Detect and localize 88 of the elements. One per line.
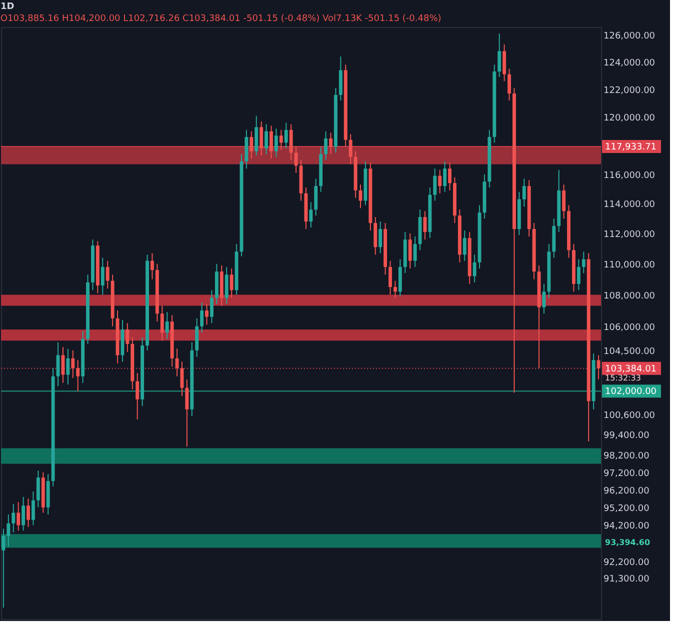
candlestick — [126, 322, 130, 352]
y-tick-label: 106,000.00 — [604, 322, 656, 333]
candlestick — [508, 68, 511, 101]
candlestick — [16, 502, 20, 532]
candlestick — [314, 178, 318, 216]
candlestick — [31, 491, 35, 526]
candlestick — [502, 44, 506, 82]
y-tick-label: 116,000.00 — [604, 170, 656, 181]
candlestick — [462, 230, 466, 262]
y-tick-label: 95,200.00 — [604, 504, 650, 514]
y-tick-label: 114,000.00 — [604, 200, 656, 210]
candlestick — [224, 266, 228, 305]
candlestick — [175, 348, 179, 377]
candlestick — [270, 125, 273, 159]
text: O103,885.16 H104,200.00 L102,716.26 C103,384.01 -501.15 (-0.48%) Vol7.13K -501.15 (-0.48%) — [0, 14, 442, 24]
y-tick-label: 96,200.00 — [604, 486, 650, 496]
y-tick-label: 122,000.00 — [604, 86, 656, 96]
ref-line-label: 117,933.71 — [605, 142, 657, 153]
candlestick — [106, 260, 110, 290]
y-tick-label: 110,000.00 — [604, 260, 656, 270]
candlestick — [210, 290, 214, 324]
candlestick — [413, 236, 417, 268]
candlestick — [6, 514, 10, 548]
candlestick — [576, 258, 580, 291]
candlestick — [2, 528, 6, 608]
candlestick — [12, 503, 16, 533]
y-tick-label: 108,000.00 — [604, 291, 656, 302]
candlestick — [22, 496, 26, 532]
y-tick-label: 97,200.00 — [604, 468, 650, 479]
candlestick — [230, 268, 234, 298]
candlestick — [423, 210, 427, 240]
candlestick — [136, 372, 140, 420]
candlestick — [582, 251, 586, 274]
band-label: 93,394.60 — [605, 538, 650, 547]
candlestick — [388, 260, 392, 296]
ref-line-label: 103,384.01 15:32:33 — [605, 364, 657, 382]
candlestick — [393, 280, 397, 298]
candlestick — [71, 350, 75, 378]
candlestick — [260, 120, 264, 156]
candlestick — [348, 134, 352, 165]
y-tick-label: 120,000.00 — [604, 114, 656, 124]
candlestick — [274, 128, 278, 158]
candlestick — [185, 379, 189, 448]
y-tick-label: 112,000.00 — [604, 230, 656, 240]
candlestick — [100, 257, 104, 296]
candlestick — [408, 233, 412, 269]
y-tick-label: 91,300.00 — [604, 574, 650, 584]
candlestick — [438, 170, 442, 194]
candlestick — [56, 342, 60, 387]
candlestick — [378, 221, 382, 254]
y-tick-label: 92,200.00 — [604, 558, 650, 568]
candlestick — [542, 283, 546, 314]
y-tick-label: 98,200.00 — [604, 452, 650, 462]
candlestick — [443, 160, 447, 192]
candlestick — [448, 162, 452, 191]
candlestick — [205, 304, 209, 326]
candlestick — [76, 360, 80, 392]
candlestick — [294, 146, 298, 174]
candlestick — [596, 354, 600, 380]
y-tick-label: 100,600.00 — [604, 410, 656, 421]
candlestick — [36, 470, 40, 508]
candlestick — [284, 122, 288, 149]
candlestick — [150, 252, 154, 280]
candlestick — [522, 178, 526, 208]
y-tick-label: 99,400.00 — [604, 431, 650, 442]
candlestick — [200, 302, 204, 334]
candlestick — [329, 132, 332, 155]
y-tick-label: 126,000.00 — [604, 32, 656, 42]
candlestick — [160, 305, 164, 342]
candlestick — [61, 346, 65, 384]
candlestick — [324, 130, 328, 160]
candlestick — [165, 312, 169, 340]
candlestick — [26, 498, 30, 528]
candlestick — [264, 124, 268, 155]
candlestick — [66, 348, 70, 386]
ref-line-label: 102,000.00 — [605, 387, 657, 398]
candlestick — [498, 33, 502, 78]
candlestick — [309, 202, 313, 228]
y-tick-label: 124,000.00 — [604, 58, 656, 68]
candlestick — [433, 168, 437, 202]
y-tick-label: 94,200.00 — [604, 522, 650, 532]
candlestick — [472, 254, 476, 283]
candlestick — [562, 184, 566, 220]
candlestick — [289, 124, 293, 160]
chart-title: 1D — [0, 2, 14, 12]
candlestick — [250, 130, 254, 159]
y-tick-label: 104,500.00 — [604, 346, 656, 357]
candlestick — [279, 129, 283, 150]
